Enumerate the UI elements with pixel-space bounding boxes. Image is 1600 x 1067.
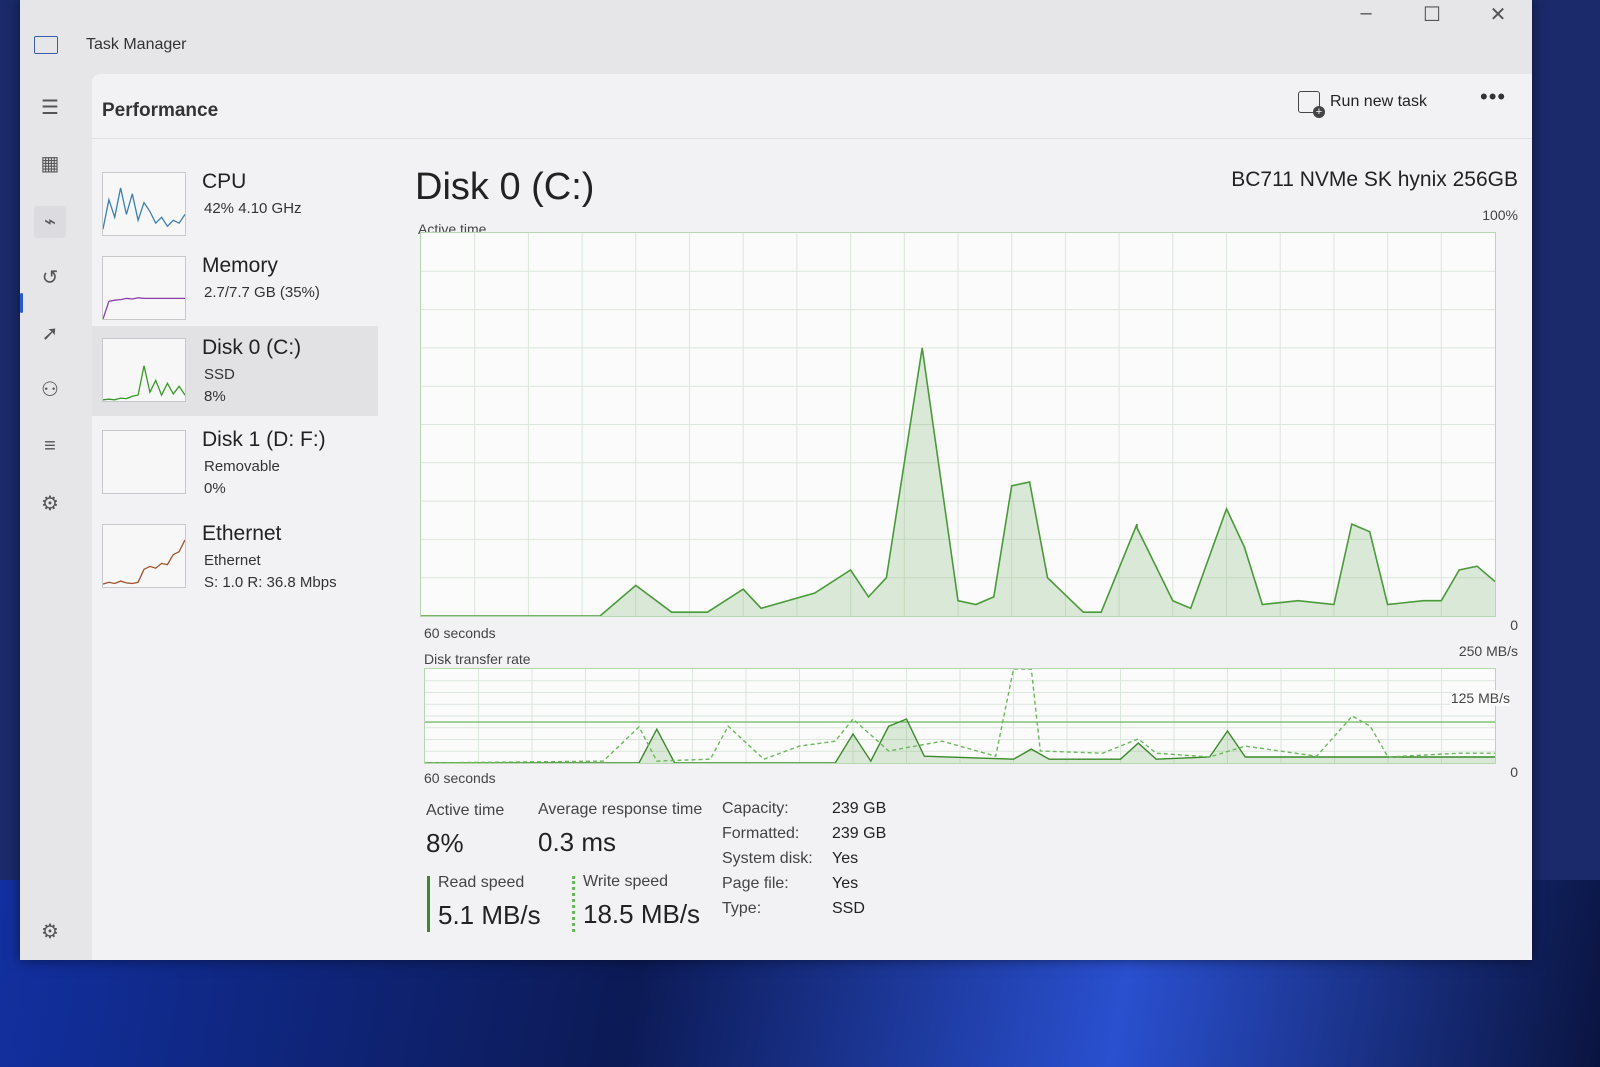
performance-panel: Performance Run new task ••• CPU 42% 4.1… [92, 74, 1532, 960]
app-history-icon[interactable]: ↺ [41, 267, 59, 289]
write-speed-line [425, 669, 1495, 763]
resource-item-disk-0-c[interactable]: Disk 0 (C:) SSD 8% [92, 326, 378, 416]
title-bar: Task Manager – ☐ ✕ [20, 0, 1532, 70]
page-title: Performance [102, 100, 219, 121]
startup-apps-icon[interactable]: ➚ [41, 323, 59, 345]
run-new-task-label: Run new task [1330, 93, 1427, 110]
resource-item-cpu[interactable]: CPU 42% 4.10 GHz [92, 160, 378, 250]
details-icon[interactable]: ≡ [44, 435, 56, 457]
active-time-max-label: 100% [1482, 207, 1518, 223]
performance-icon[interactable]: ⌁ [34, 206, 66, 238]
navigation-rail: ☰ ▦ ⌁ ↺ ➚ ⚇ ≡ ⚙ ⚙ [20, 80, 92, 960]
resource-detail-2: 0% [204, 480, 226, 497]
property-key: Type: [722, 900, 762, 917]
sparkline-line [103, 539, 185, 585]
resource-detail-2: 8% [204, 388, 226, 405]
property-key: Page file: [722, 875, 789, 892]
active-time-stat-value: 8% [426, 828, 464, 858]
resource-detail: Ethernet [204, 552, 261, 569]
sparkline-thumbnail [102, 430, 186, 494]
settings-icon[interactable]: ⚙ [41, 921, 59, 943]
task-manager-app-icon [34, 36, 58, 54]
active-time-stat-label: Active time [426, 802, 505, 819]
run-new-task-button[interactable]: Run new task [1298, 82, 1427, 122]
transfer-rate-chart [425, 669, 1495, 763]
active-time-span-label: 60 seconds [424, 625, 496, 641]
property-value: 239 GB [832, 825, 887, 842]
property-key: Formatted: [722, 825, 800, 842]
active-time-graph [420, 232, 1496, 617]
sparkline-thumbnail [102, 524, 186, 588]
property-value: Yes [832, 875, 859, 892]
transfer-zero-label: 0 [1510, 764, 1518, 780]
property-value: SSD [832, 900, 865, 917]
maximize-button[interactable]: ☐ [1423, 4, 1441, 26]
resource-name: Disk 1 (D: F:) [202, 428, 326, 451]
resource-item-ethernet[interactable]: Ethernet Ethernet S: 1.0 R: 36.8 Mbps [92, 512, 378, 602]
avg-response-label: Average response time [538, 801, 703, 818]
active-time-chart [421, 233, 1495, 616]
active-indicator [20, 293, 23, 313]
property-key: System disk: [722, 850, 813, 867]
header-bar: Performance Run new task ••• [92, 74, 1532, 139]
read-speed-value: 5.1 MB/s [438, 900, 541, 930]
transfer-rate-graph [424, 668, 1496, 764]
users-icon[interactable]: ⚇ [41, 379, 59, 401]
read-speed-line [425, 718, 1495, 763]
close-button[interactable]: ✕ [1489, 4, 1507, 26]
resource-detail: Removable [204, 458, 280, 475]
sparkline-thumbnail [102, 256, 186, 320]
resource-item-memory[interactable]: Memory 2.7/7.7 GB (35%) [92, 244, 378, 334]
disk-title: Disk 0 (C:) [415, 166, 595, 208]
active-time-zero-label: 0 [1510, 617, 1518, 633]
resource-name: Disk 0 (C:) [202, 336, 302, 359]
disk-model: BC711 NVMe SK hynix 256GB [1231, 168, 1518, 191]
run-new-task-icon [1298, 91, 1325, 118]
read-speed-label: Read speed [438, 874, 525, 891]
window-title: Task Manager [86, 36, 187, 53]
minimize-button[interactable]: – [1360, 2, 1372, 24]
property-key: Capacity: [722, 800, 789, 817]
transfer-rate-mid-label: 125 MB/s [1450, 690, 1510, 706]
sparkline-thumbnail [102, 172, 186, 236]
resource-detail: 2.7/7.7 GB (35%) [204, 284, 320, 301]
resource-name: Memory [202, 254, 278, 277]
task-manager-window: Task Manager – ☐ ✕ ☰ ▦ ⌁ ↺ ➚ ⚇ ≡ ⚙ ⚙ Per… [20, 0, 1532, 960]
processes-icon[interactable]: ▦ [40, 153, 60, 175]
write-speed-value: 18.5 MB/s [583, 899, 701, 929]
active-time-area [421, 347, 1495, 616]
property-value: Yes [832, 850, 859, 867]
read-speed-legend-line [427, 876, 430, 932]
resource-name: Ethernet [202, 522, 282, 545]
resource-detail: SSD [204, 366, 235, 383]
services-icon[interactable]: ⚙ [41, 493, 59, 515]
resource-detail: 42% 4.10 GHz [204, 200, 302, 217]
transfer-rate-graph-label: Disk transfer rate [424, 651, 531, 667]
avg-response-value: 0.3 ms [538, 827, 617, 857]
resource-item-disk-1-d-f[interactable]: Disk 1 (D: F:) Removable 0% [92, 418, 378, 508]
sparkline-line [103, 365, 185, 401]
write-speed-legend-line [572, 876, 575, 932]
resource-detail-2: S: 1.0 R: 36.8 Mbps [204, 574, 337, 591]
sparkline-line [103, 187, 185, 230]
transfer-span-label: 60 seconds [424, 770, 496, 786]
write-speed-label: Write speed [583, 873, 669, 890]
more-options-button[interactable]: ••• [1480, 84, 1507, 109]
resource-name: CPU [202, 170, 247, 193]
sparkline-thumbnail [102, 338, 186, 402]
sparkline-line [103, 297, 185, 319]
hamburger-menu-icon[interactable]: ☰ [41, 97, 59, 119]
transfer-rate-max-label: 250 MB/s [1458, 643, 1518, 659]
property-value: 239 GB [832, 800, 887, 817]
